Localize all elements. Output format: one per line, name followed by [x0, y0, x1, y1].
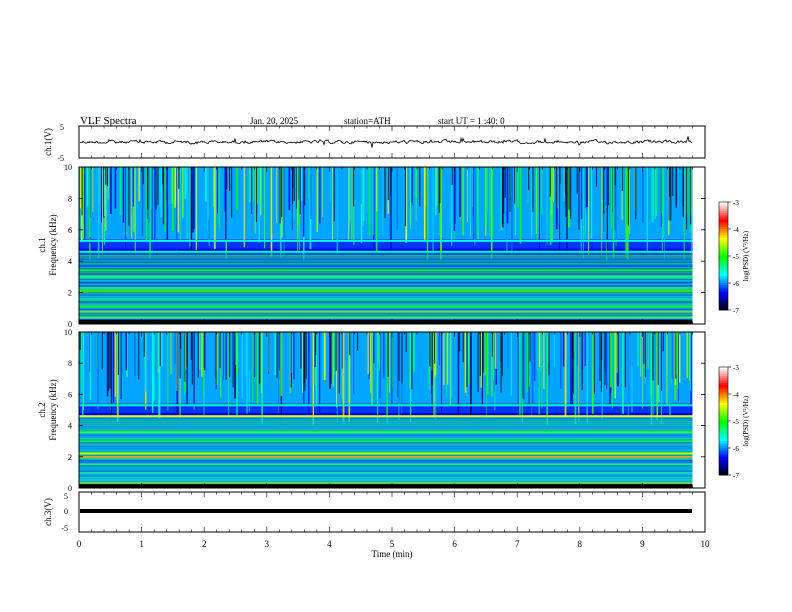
colorbar-tick-label: -3 — [733, 364, 739, 372]
freq-tick-label: 10 — [64, 163, 72, 172]
date-label: Jan. 20, 2025 — [250, 116, 298, 126]
freq-tick-label: 8 — [68, 194, 72, 203]
freq-tick-label: 4 — [68, 422, 72, 431]
freq-tick-label: 10 — [64, 328, 72, 337]
ch3-trace — [80, 509, 692, 513]
time-tick-labels: 0 1 2 3 4 5 6 7 8 9 10 — [77, 539, 710, 549]
ch2-spectrogram-panel: 0 2 4 6 8 10 ch.2 Frequency (kHz) -3 -4 -5 -6 -7 l… — [37, 328, 750, 493]
ch3-ytick-bottom: -5 — [61, 524, 68, 533]
colorbar-label: log(PSD) (V²/Hz) — [742, 395, 750, 446]
ch2-spectrogram — [79, 332, 693, 489]
freq-tick-label: 0 — [68, 320, 72, 329]
time-tick-label: 5 — [390, 539, 395, 549]
ch1-colorbar: -3 -4 -5 -6 -7 log(PSD) (V²/Hz) — [718, 199, 750, 315]
time-tick-label: 4 — [327, 539, 332, 549]
ch1-spec-ylabel-line2: Frequency (kHz) — [48, 214, 58, 275]
colorbar-tick-label: -6 — [733, 445, 739, 453]
freq-tick-label: 2 — [68, 289, 72, 298]
time-tick-label: 3 — [265, 539, 270, 549]
ch1-spectrogram — [79, 167, 693, 325]
time-tick-label: 10 — [701, 539, 711, 549]
colorbar-tick-label: -5 — [733, 418, 739, 426]
x-axis-label: Time (min) — [372, 549, 413, 559]
colorbar-tick-label: -7 — [733, 472, 739, 480]
ch3-ytick-mid: 0 — [64, 507, 68, 516]
colorbar-tick-label: -4 — [733, 226, 739, 234]
start-time-label: start UT = 1 :40: 0 — [438, 116, 505, 126]
time-tick-label: 0 — [77, 539, 82, 549]
time-tick-label: 9 — [640, 539, 645, 549]
colorbar-tick-label: -5 — [733, 253, 739, 261]
freq-tick-label: 6 — [68, 226, 72, 235]
time-tick-label: 2 — [202, 539, 207, 549]
ch1-spectrogram-panel: 0 2 4 6 8 10 ch.1 Frequency (kHz) -3 -4 -5 -6 -7 l… — [37, 163, 750, 329]
freq-tick-label: 4 — [68, 257, 72, 266]
ch3-ytick-top: 5 — [64, 492, 68, 501]
ch1-spec-ylabel-line1: ch.1 — [37, 237, 47, 252]
time-tick-label: 6 — [452, 539, 457, 549]
ch3-ylabel: ch.3(V) — [43, 498, 53, 526]
ch2-freq-ticks: 0 2 4 6 8 10 — [64, 328, 705, 493]
ch1-trace — [79, 136, 693, 148]
ch2-spec-ylabel-line1: ch.2 — [37, 402, 47, 417]
time-tick-label: 1 — [139, 539, 144, 549]
colorbar-tick-label: -7 — [733, 307, 739, 315]
colorbar-tick-label: -3 — [733, 199, 739, 207]
ch1-freq-ticks: 0 2 4 6 8 10 — [64, 163, 705, 329]
freq-tick-label: 8 — [68, 359, 72, 368]
time-ticks — [78, 126, 706, 532]
ch1-ytick-top: 5 — [60, 123, 64, 132]
ch1-ylabel: ch.1(V) — [43, 128, 53, 156]
freq-tick-label: 0 — [68, 484, 72, 493]
figure-title: VLF Spectra — [80, 115, 137, 127]
station-label: station=ATH — [344, 116, 391, 126]
ch2-colorbar: -3 -4 -5 -6 -7 log(PSD) (V²/Hz) — [718, 364, 750, 480]
freq-tick-label: 6 — [68, 390, 72, 399]
ch2-spec-ylabel-line2: Frequency (kHz) — [48, 379, 58, 440]
ch1-waveform-panel: 5 -5 ch.1(V) — [43, 123, 706, 163]
freq-tick-label: 2 — [68, 453, 72, 462]
ch3-waveform-panel: 5 0 -5 ch.3(V) — [43, 491, 706, 533]
time-tick-label: 7 — [515, 539, 520, 549]
time-tick-label: 8 — [578, 539, 583, 549]
colorbar-tick-label: -6 — [733, 280, 739, 288]
colorbar-tick-label: -4 — [733, 391, 739, 399]
colorbar-label: log(PSD) (V²/Hz) — [742, 230, 750, 281]
ch1-ytick-bottom: -5 — [57, 154, 64, 163]
